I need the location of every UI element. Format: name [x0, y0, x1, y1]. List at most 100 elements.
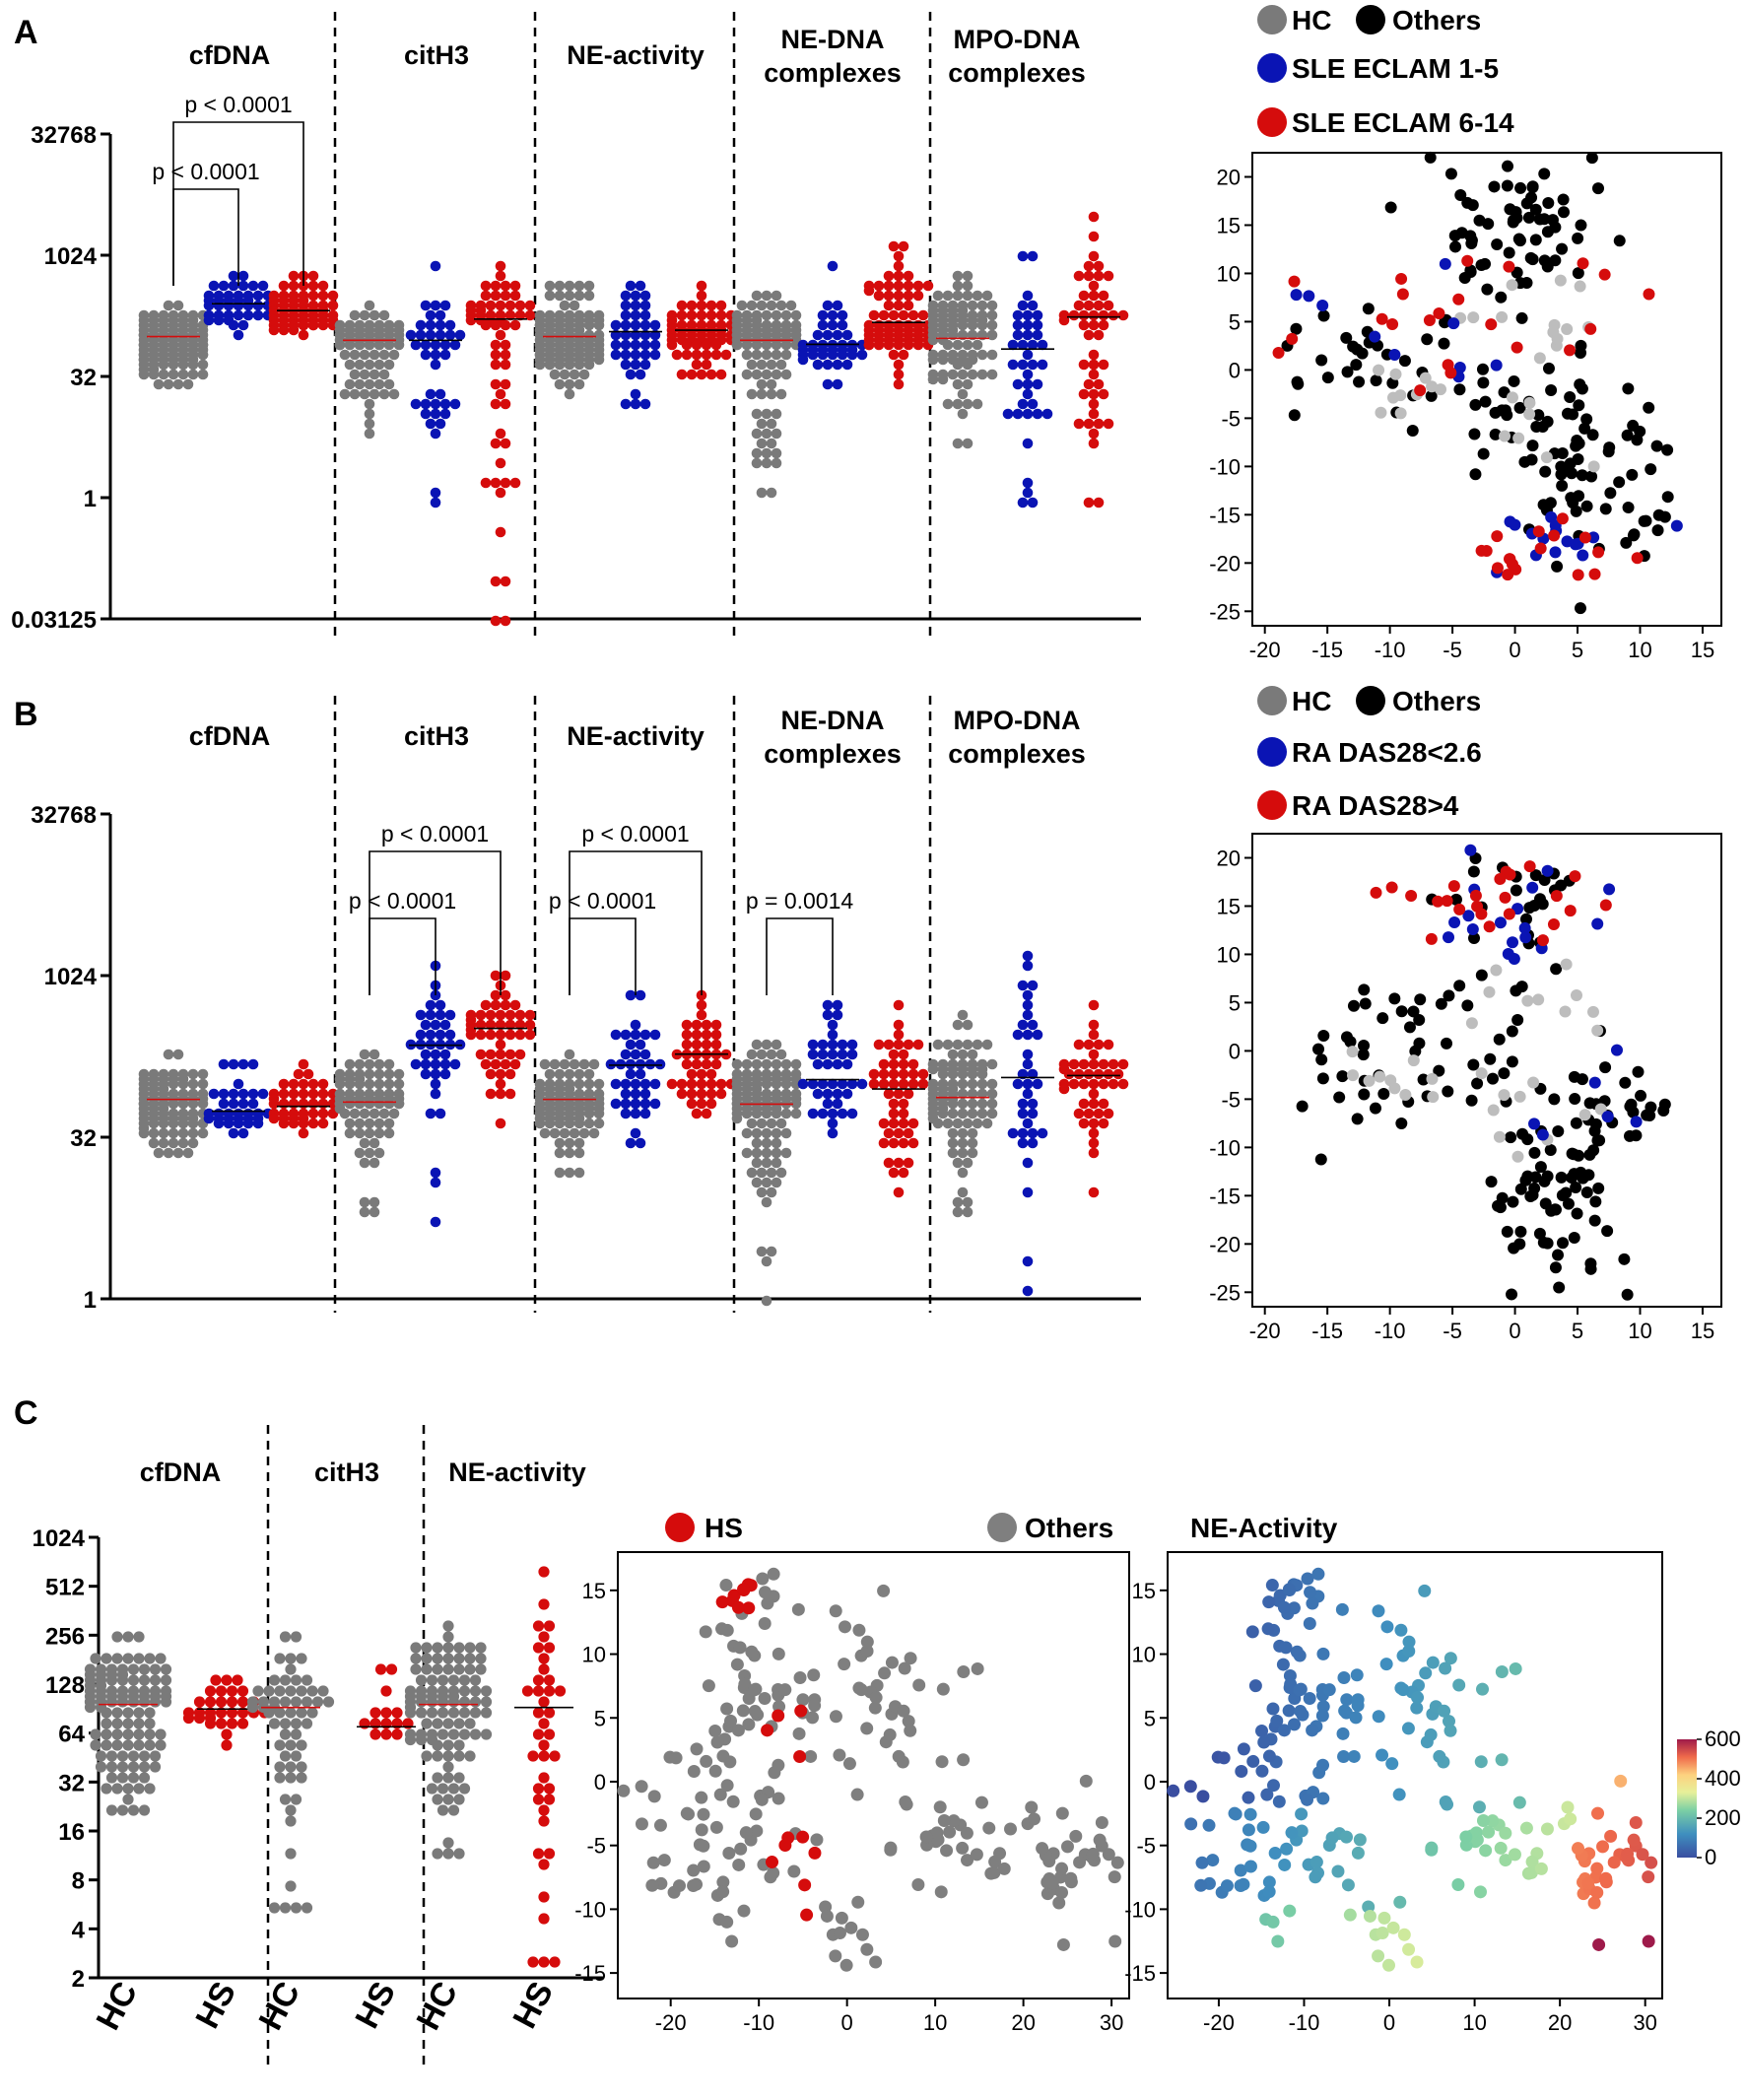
data-point: [453, 1653, 465, 1664]
data-point: [1027, 359, 1039, 371]
data-point: [430, 1049, 441, 1060]
tsne-point: [1568, 1232, 1580, 1245]
data-point: [514, 1029, 526, 1041]
data-point: [761, 1255, 772, 1267]
data-point: [490, 359, 502, 371]
tsne-point: [1542, 196, 1555, 209]
tsne-point: [1372, 339, 1384, 352]
tsne-point: [1621, 429, 1634, 441]
data-point: [903, 1157, 914, 1169]
tsne-point: [1547, 918, 1560, 931]
data-point: [391, 1728, 403, 1740]
tsne-point: [943, 1825, 957, 1839]
data-point: [893, 300, 905, 311]
tsne-point: [1529, 203, 1542, 216]
data-point: [534, 359, 546, 371]
tsne-point: [1447, 317, 1460, 330]
data-point: [302, 1068, 314, 1080]
tsne-point: [697, 1807, 710, 1821]
data-point: [425, 329, 436, 341]
tsne-point: [1421, 333, 1434, 346]
data-point: [383, 1098, 395, 1110]
tsne-point: [1584, 322, 1597, 335]
data-point: [986, 1098, 998, 1110]
tsne-point: [1444, 1652, 1457, 1665]
data-point: [625, 989, 637, 1001]
y-tick-label: 2: [72, 1966, 85, 1993]
tsne-point: [1452, 1678, 1466, 1692]
data-point: [373, 339, 385, 351]
data-point: [1041, 408, 1053, 420]
data-point: [236, 1707, 249, 1719]
data-point: [927, 354, 939, 366]
data-point: [583, 359, 595, 371]
data-point: [1112, 1068, 1124, 1080]
tsne-point: [1402, 1635, 1416, 1649]
y-tick-label: 32: [58, 1770, 85, 1796]
data-point: [168, 1127, 179, 1139]
data-point: [1022, 309, 1034, 321]
data-point: [832, 1009, 843, 1021]
data-point: [334, 1078, 346, 1090]
data-point: [247, 280, 259, 292]
tsne-point: [1613, 235, 1626, 247]
data-point: [378, 309, 390, 321]
data-point: [500, 319, 511, 331]
data-point: [967, 1049, 978, 1060]
y-tick-label: 32: [70, 365, 97, 391]
data-point: [1098, 309, 1109, 321]
tsne-point: [1549, 254, 1562, 267]
data-point: [236, 1696, 249, 1708]
tsne-point: [1350, 1668, 1364, 1682]
tsne-point: [1372, 1604, 1385, 1618]
data-point: [635, 369, 646, 380]
data-point: [298, 1118, 309, 1129]
tsne-point: [1645, 1101, 1657, 1114]
tsne-point: [1496, 310, 1509, 323]
data-point: [420, 408, 432, 420]
data-point: [221, 1674, 233, 1686]
tsne-point: [839, 1958, 853, 1972]
data-point: [430, 428, 441, 440]
tsne-point: [1479, 395, 1492, 408]
data-point: [957, 1147, 969, 1159]
data-point: [841, 1088, 853, 1100]
data-point: [527, 1956, 539, 1968]
data-point: [442, 1772, 454, 1784]
data-point: [775, 388, 787, 400]
data-point: [122, 1728, 134, 1740]
tsne-point: [1237, 1742, 1250, 1756]
data-point: [298, 1088, 309, 1100]
data-point: [962, 378, 974, 390]
data-point: [210, 1674, 222, 1686]
data-point: [317, 1118, 329, 1129]
data-point: [538, 1739, 550, 1751]
tsne-point: [1303, 1616, 1316, 1630]
tsne-point: [1004, 1822, 1018, 1836]
significance-bracket: p = 0.0014: [746, 888, 853, 995]
data-point: [306, 1685, 318, 1697]
data-point: [1088, 1127, 1100, 1139]
data-point: [751, 457, 763, 469]
data-point: [639, 300, 651, 311]
data-point: [837, 1108, 848, 1119]
data-point: [705, 1078, 717, 1090]
data-point: [1017, 300, 1029, 311]
data-point: [307, 290, 319, 302]
data-point: [780, 369, 792, 380]
data-point: [691, 1039, 703, 1050]
data-point: [771, 349, 782, 361]
tsne-point: [1476, 1682, 1490, 1696]
tsne-point: [987, 1865, 1001, 1879]
data-point: [475, 1049, 487, 1060]
tsne-point: [842, 1757, 856, 1771]
data-point: [430, 1068, 441, 1080]
tsne-point: [1564, 905, 1577, 917]
data-point: [691, 349, 703, 361]
tsne-point: [1519, 913, 1532, 925]
data-point: [252, 309, 264, 321]
tsne-point: [1515, 311, 1528, 324]
data-point: [766, 1246, 777, 1257]
tsne-point: [1587, 1896, 1601, 1910]
